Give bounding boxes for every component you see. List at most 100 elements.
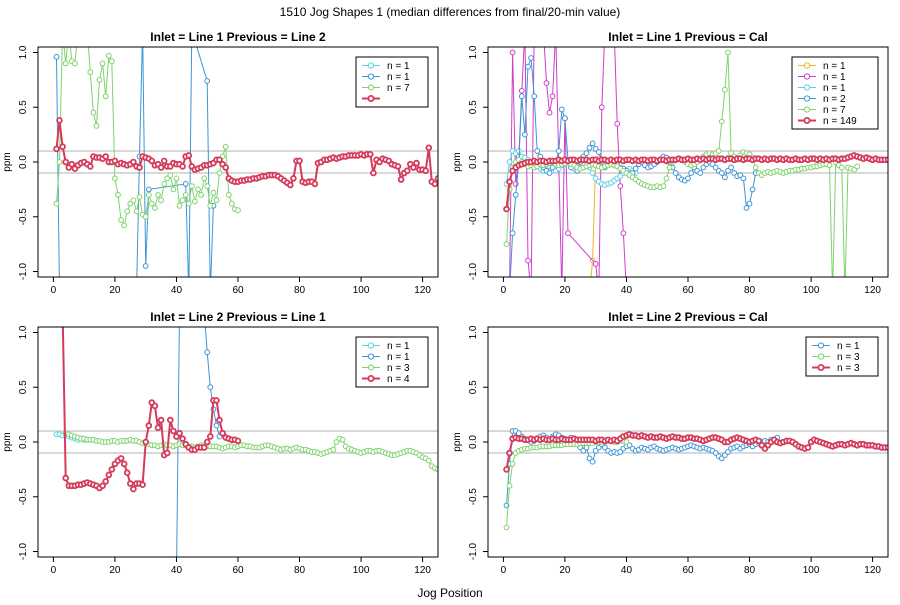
data-point (431, 180, 438, 188)
legend: n = 1n = 1n = 3n = 4 (355, 336, 429, 388)
data-point (163, 449, 171, 457)
data-point (804, 444, 812, 451)
data-point (562, 115, 568, 122)
y-tick-label: -1.0 (18, 262, 29, 280)
data-point (142, 263, 149, 269)
data-point (506, 178, 513, 186)
legend-label: n = 1 (387, 352, 410, 363)
data-point (203, 438, 211, 446)
data-point (509, 230, 516, 237)
series-green-2 (53, 47, 241, 229)
data-point (170, 427, 177, 435)
data-point (403, 167, 411, 175)
data-point (290, 175, 297, 182)
data-point (148, 157, 156, 165)
series-line (509, 47, 627, 277)
legend-box (791, 56, 879, 130)
data-point (589, 458, 596, 465)
data-point (549, 93, 556, 100)
x-tick-label: 60 (682, 565, 694, 576)
data-point (108, 58, 115, 65)
y-tick-label: -1.0 (18, 542, 29, 560)
legend-swatch-marker (803, 73, 811, 80)
data-point (93, 123, 100, 129)
data-point (62, 474, 69, 482)
data-point (127, 480, 134, 487)
data-point (512, 192, 519, 198)
x-tick-label: 0 (51, 565, 57, 576)
x-tick-label: 20 (109, 565, 121, 576)
x-tick-label: 120 (864, 565, 881, 576)
data-point (53, 145, 60, 153)
data-point (558, 106, 565, 113)
x-tick-label: 0 (501, 285, 507, 296)
y-tick-label: 0.5 (18, 100, 29, 114)
legend-label: n = 1 (387, 61, 410, 72)
legend-swatch-marker (803, 95, 811, 102)
y-tick-label: 1.0 (18, 45, 29, 59)
data-point (589, 140, 596, 147)
legend-swatch-marker (367, 364, 375, 371)
data-point (142, 438, 150, 446)
data-point (130, 158, 137, 166)
data-point (728, 164, 734, 171)
legend-label: n = 1 (823, 83, 846, 94)
y-tick-label: 0.0 (468, 155, 479, 169)
series-blue-3 (509, 55, 759, 277)
x-tick-label: 100 (353, 285, 370, 296)
legend: n = 1n = 1n = 1n = 2n = 7n = 149 (791, 56, 879, 130)
data-point (157, 164, 165, 171)
x-tick-label: 40 (621, 285, 633, 296)
x-tick-label: 80 (744, 285, 756, 296)
data-point (543, 80, 550, 86)
data-point (185, 200, 192, 207)
data-point (139, 481, 146, 489)
data-point (623, 439, 630, 445)
data-point (207, 384, 214, 391)
data-point (826, 162, 833, 169)
data-point (167, 172, 174, 179)
data-point (87, 163, 94, 170)
data-point (53, 54, 60, 60)
y-tick-label: -1.0 (468, 262, 479, 280)
data-point (565, 230, 571, 237)
data-point (133, 208, 140, 215)
data-point (586, 144, 593, 151)
data-point (192, 198, 198, 205)
data-point (525, 257, 531, 264)
legend-label: n = 1 (823, 72, 846, 83)
data-point (154, 424, 162, 432)
data-point (503, 205, 510, 213)
data-point (749, 186, 756, 193)
data-point (595, 149, 602, 156)
data-point (663, 175, 670, 182)
data-point (434, 175, 438, 182)
data-point (161, 181, 168, 187)
data-point (722, 86, 728, 93)
data-point (546, 170, 553, 176)
series-red-3 (61, 327, 242, 493)
y-tick-label: 0.0 (18, 435, 29, 449)
y-axis-label: ppm (2, 152, 13, 171)
data-point (173, 175, 180, 182)
data-point (589, 170, 596, 176)
data-point (157, 416, 165, 424)
x-tick-label: 40 (171, 565, 183, 576)
panel-title: Inlet = Line 2 Previous = Cal (608, 310, 767, 324)
data-point (435, 466, 438, 473)
data-point (87, 69, 94, 76)
data-point (583, 150, 590, 157)
legend-label: n = 149 (823, 116, 857, 127)
data-point (740, 175, 747, 182)
data-point (746, 200, 753, 207)
data-point (176, 429, 183, 437)
y-tick-label: 0.0 (468, 435, 479, 449)
data-point (90, 109, 97, 116)
data-point (286, 181, 294, 189)
data-point (136, 194, 143, 200)
x-tick-label: 60 (232, 285, 244, 296)
data-point (96, 77, 103, 83)
data-point (688, 170, 694, 176)
data-point (102, 153, 109, 160)
legend-swatch-marker (803, 106, 811, 113)
